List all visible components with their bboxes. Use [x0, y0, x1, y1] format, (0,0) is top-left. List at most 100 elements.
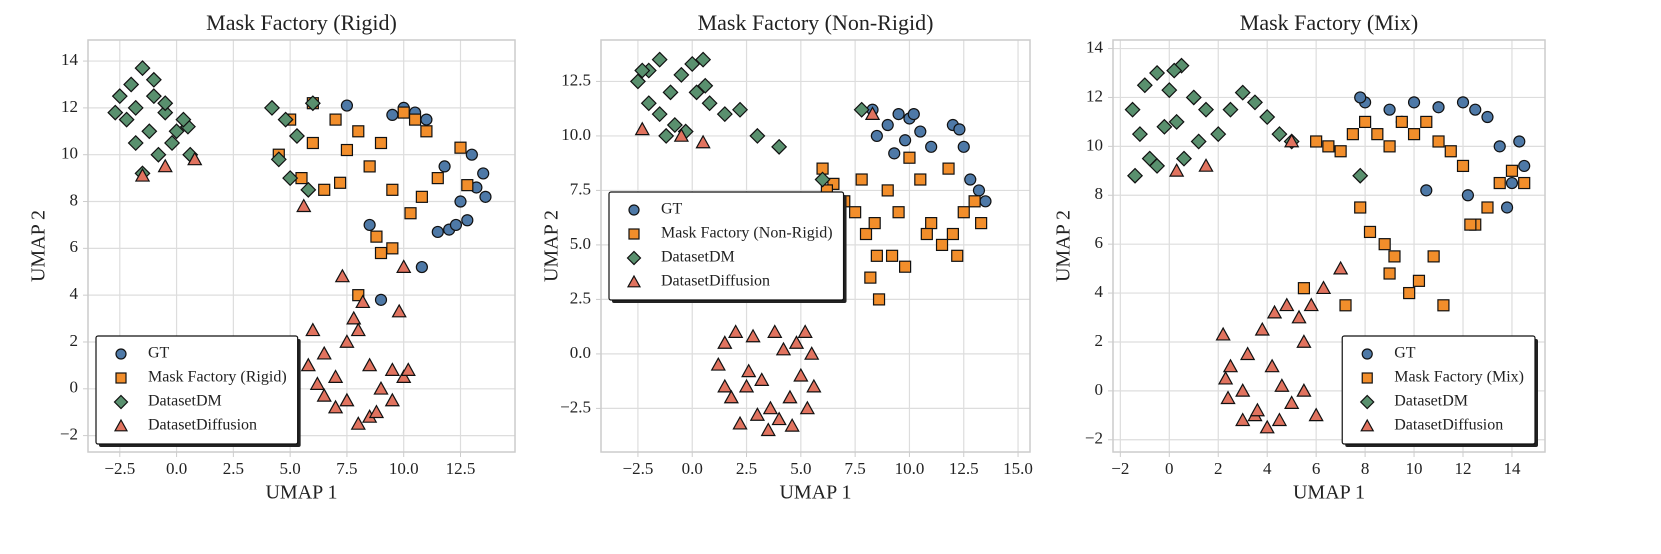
- point: [1383, 267, 1396, 280]
- plot-frame: [87, 39, 516, 453]
- y-tick-label: 8: [70, 190, 79, 209]
- point: [127, 135, 144, 151]
- y-tick-label: 4: [1095, 282, 1104, 301]
- point: [673, 66, 690, 83]
- point: [340, 143, 354, 157]
- point: [634, 121, 650, 136]
- y-tick-label: 10: [1086, 135, 1103, 154]
- point: [864, 271, 877, 284]
- x-tick-label: 0.0: [682, 459, 703, 478]
- point: [1378, 238, 1391, 251]
- point: [386, 108, 399, 122]
- x-tick-label: 12: [1455, 459, 1472, 478]
- point: [368, 404, 385, 419]
- point: [903, 151, 916, 164]
- x-tick-label: 10.0: [389, 459, 419, 478]
- point: [1518, 159, 1531, 173]
- point: [157, 95, 174, 112]
- point: [1149, 65, 1166, 82]
- x-tick-label: 7.5: [336, 459, 357, 478]
- point: [634, 62, 651, 79]
- point: [968, 195, 981, 208]
- point: [1432, 135, 1445, 148]
- legend-marker: [626, 274, 642, 288]
- point: [1469, 103, 1482, 116]
- point: [1284, 133, 1300, 148]
- panel: −2 0 2 4 6 8 10 12 14 −2 0 2 4 6 8 10 12 14 Mask Factory (…: [1053, 10, 1546, 504]
- point: [925, 217, 938, 230]
- chart-title: Mask Factory (Rigid): [206, 10, 397, 35]
- point: [1149, 157, 1166, 174]
- point: [762, 400, 779, 415]
- point: [334, 268, 351, 283]
- point: [885, 249, 899, 262]
- point: [1284, 395, 1300, 409]
- point: [979, 195, 992, 208]
- point: [118, 111, 135, 128]
- point: [1461, 189, 1475, 202]
- point: [134, 167, 151, 182]
- point: [288, 127, 305, 144]
- point: [1190, 133, 1207, 150]
- point: [296, 198, 312, 213]
- legend: GT Mask Factory (Rigid) DatasetDM DatasetDi…: [95, 335, 301, 447]
- point: [1168, 113, 1185, 130]
- point: [329, 113, 342, 126]
- point: [1420, 184, 1433, 197]
- point: [123, 76, 140, 93]
- point: [1352, 167, 1369, 184]
- point: [1234, 84, 1251, 101]
- x-tick-label: 10.0: [895, 459, 925, 478]
- point: [1420, 115, 1433, 129]
- point: [717, 335, 733, 349]
- point: [745, 328, 761, 343]
- point: [1334, 145, 1347, 158]
- chart-title: Mask Factory (Mix): [1240, 10, 1418, 35]
- x-tick-label: 6: [1312, 459, 1321, 478]
- point: [431, 225, 444, 239]
- point: [629, 73, 646, 90]
- point: [899, 134, 912, 147]
- point: [1493, 140, 1506, 153]
- point: [1222, 358, 1239, 373]
- x-tick-label: −2.5: [623, 459, 654, 478]
- x-axis-label: UMAP 1: [265, 482, 337, 504]
- legend-label: Mask Factory (Non-Rigid): [661, 225, 833, 242]
- point: [1210, 126, 1227, 143]
- point: [1222, 101, 1239, 118]
- point: [754, 372, 770, 386]
- y-tick-label: 12: [61, 97, 78, 116]
- point: [771, 411, 787, 426]
- point: [732, 415, 748, 430]
- point: [942, 162, 955, 175]
- point: [697, 77, 714, 94]
- point: [420, 113, 433, 126]
- point: [775, 341, 792, 356]
- point: [666, 117, 683, 134]
- point: [868, 217, 881, 230]
- y-tick-label: 6: [70, 237, 79, 256]
- x-tick-label: 8: [1361, 459, 1370, 478]
- point: [892, 206, 905, 219]
- point: [728, 324, 744, 338]
- point: [972, 184, 986, 197]
- y-tick-label: 14: [61, 50, 79, 69]
- legend-label: GT: [148, 345, 170, 362]
- point: [127, 99, 144, 116]
- point: [1127, 167, 1144, 184]
- point: [175, 111, 192, 128]
- y-tick-label: 10: [61, 144, 78, 163]
- point: [1456, 96, 1470, 109]
- legend-label: Mask Factory (Mix): [1394, 369, 1524, 386]
- point: [363, 218, 376, 232]
- point: [1513, 135, 1526, 148]
- point: [397, 106, 410, 119]
- point: [300, 357, 316, 372]
- point: [318, 183, 331, 196]
- point: [864, 106, 881, 120]
- point: [1235, 412, 1251, 427]
- x-axis-label: UMAP 1: [1293, 482, 1365, 504]
- point: [270, 151, 287, 168]
- x-axis-label: UMAP 1: [779, 482, 851, 504]
- point: [1464, 218, 1477, 231]
